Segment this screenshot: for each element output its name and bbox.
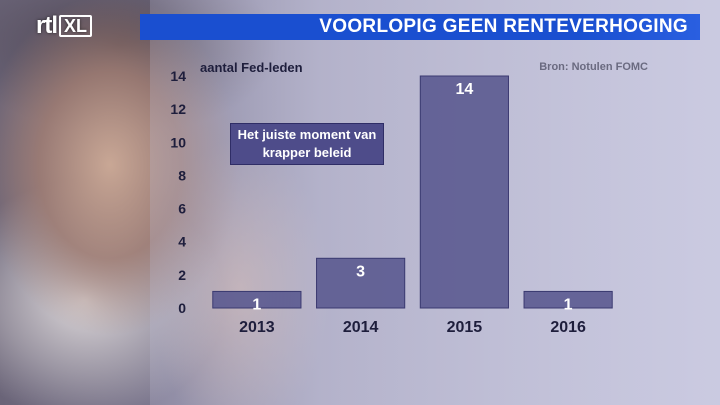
y-tick-label: 14 [170, 68, 186, 84]
logo-channel: XL [59, 15, 93, 37]
rtlxl-logo: rtl XL [36, 12, 93, 39]
x-axis-ticks: 2013 2014 2015 2016 [239, 319, 586, 336]
logo-brand: rtl [36, 12, 58, 39]
data-label-2014: 3 [356, 263, 365, 280]
y-tick-label: 6 [178, 201, 186, 217]
source-label: Bron: Notulen FOMC [539, 61, 648, 73]
page-title: VOORLOPIG GEEN RENTEVERHOGING [319, 16, 688, 37]
bar-2015 [419, 75, 509, 309]
bar-2014 [316, 257, 406, 309]
bars: 1 3 14 1 [212, 75, 613, 313]
data-label-2016: 1 [564, 296, 573, 313]
bar-2013 [212, 290, 302, 309]
data-label-2015: 14 [455, 81, 473, 98]
x-tick-label-2016: 2016 [550, 319, 586, 336]
y-tick-label: 0 [178, 300, 186, 316]
data-label-2013: 1 [252, 296, 261, 313]
y-tick-label: 2 [178, 267, 186, 283]
y-tick-label: 10 [170, 134, 186, 150]
bar-2016 [523, 290, 613, 309]
x-tick-label-2013: 2013 [239, 319, 275, 336]
y-axis-ticks: 0 2 4 6 8 10 12 14 [170, 68, 186, 316]
y-tick-label: 12 [170, 101, 186, 117]
y-tick-label: 8 [178, 167, 186, 183]
x-tick-label-2014: 2014 [343, 319, 379, 336]
annotation-box: Het juiste moment van krapper beleid [230, 123, 384, 165]
title-bar: VOORLOPIG GEEN RENTEVERHOGING [140, 14, 700, 40]
x-tick-label-2015: 2015 [447, 319, 483, 336]
y-tick-label: 4 [178, 234, 186, 250]
y-axis-label: aantal Fed-leden [200, 60, 303, 75]
